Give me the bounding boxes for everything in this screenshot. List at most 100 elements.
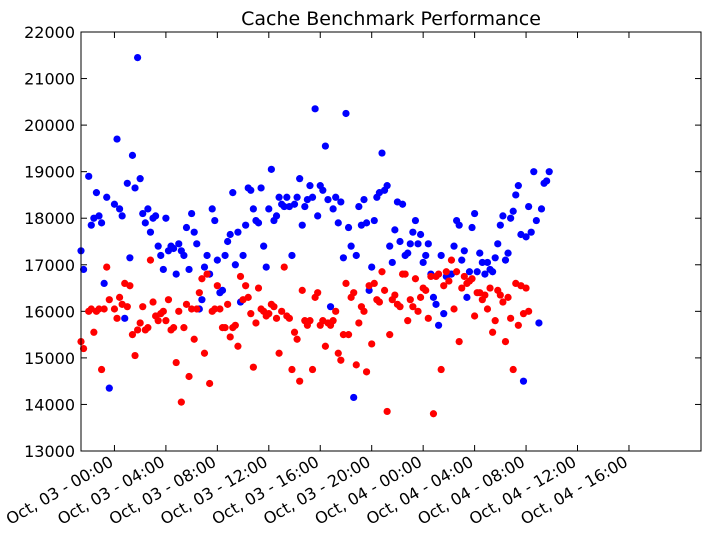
data-point [236,272,245,281]
data-point [260,242,268,250]
data-point [190,335,198,343]
data-point [481,270,489,278]
data-point [162,317,170,325]
data-point [188,209,196,218]
data-point [126,254,134,262]
data-point [144,324,152,332]
data-point [409,303,417,311]
data-point [447,256,456,264]
data-point [494,240,502,248]
data-point [172,270,180,278]
data-point [437,365,445,374]
data-point [514,321,522,329]
data-point [386,331,394,339]
data-point [152,212,160,220]
y-tick-label: 15000 [24,349,75,368]
data-point [478,258,486,267]
data-point [458,256,466,264]
data-point [473,268,481,276]
data-point [95,212,103,220]
data-point [118,212,126,220]
data-point [362,219,371,227]
data-point [193,240,201,248]
data-point [468,223,476,232]
data-point [326,303,335,311]
data-point [105,384,113,392]
data-point [416,293,425,301]
data-point [301,202,309,211]
data-point [496,221,504,229]
data-point [85,172,93,180]
data-point [252,319,260,327]
data-point [249,363,257,371]
data-point [504,249,512,257]
data-point [455,221,463,229]
data-point [342,279,350,287]
data-point [332,193,340,201]
data-point [383,182,391,190]
data-point [491,317,499,325]
data-point [193,305,201,313]
data-point [175,240,183,248]
data-point [275,349,283,357]
data-point [329,317,337,325]
data-point [352,361,360,369]
data-point [95,305,103,313]
data-point [378,268,386,276]
data-point [90,328,98,336]
data-point [162,214,170,222]
data-point [370,216,378,225]
data-point [234,342,242,350]
series-0-points [77,54,553,402]
data-point [146,256,155,264]
data-point [157,251,165,260]
data-point [471,312,479,320]
data-point [229,189,237,197]
data-point [401,270,409,278]
data-point [79,344,88,353]
data-point [288,251,296,260]
data-point [128,331,137,339]
data-point [522,284,530,292]
data-point [203,270,211,278]
data-point [218,286,227,294]
data-point [175,307,183,315]
data-point [535,319,543,327]
data-point [496,291,504,299]
y-tick-label: 22000 [24,23,75,42]
data-point [311,105,319,113]
data-point [378,149,386,157]
data-point [283,193,291,201]
data-point [206,379,214,388]
data-point [422,286,430,294]
y-tick-label: 20000 [24,116,75,135]
chart-title: Cache Benchmark Performance [241,8,541,30]
data-point [411,216,420,225]
data-point [131,184,139,192]
data-point [350,289,358,297]
data-point [234,228,242,236]
data-point [164,296,173,304]
data-point [337,198,345,206]
data-point [396,237,404,246]
data-point [514,182,522,190]
data-point [97,219,106,227]
data-point [154,317,162,325]
data-point [332,307,340,315]
data-point [434,270,443,278]
data-point [319,186,327,194]
data-point [460,247,468,255]
data-point [180,251,188,260]
data-point [278,307,286,315]
data-point [352,251,360,260]
data-point [254,284,263,292]
data-point [450,242,458,250]
data-point [198,275,206,283]
y-tick-label: 19000 [24,163,75,182]
data-point [242,221,250,229]
data-point [244,293,252,301]
data-point [200,263,209,271]
data-point [445,277,453,285]
data-point [242,282,250,290]
